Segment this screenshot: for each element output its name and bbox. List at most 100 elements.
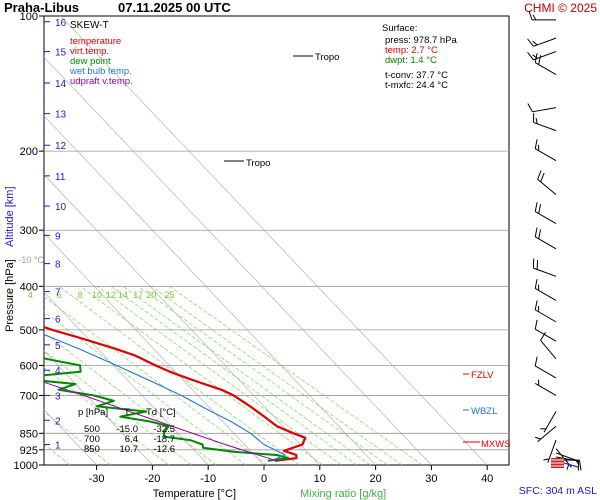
mixing-ratio-line — [110, 286, 358, 465]
mixing-ratio-line — [58, 286, 300, 465]
x-axis-title-mixing: Mixing ratio [g/kg] — [300, 488, 386, 500]
wind-barb-feather — [537, 170, 542, 180]
series-dew-point-line — [44, 356, 290, 462]
wind-barb — [555, 452, 580, 471]
wind-barb-feather — [532, 54, 538, 59]
surface-wind-flag-icon — [551, 458, 579, 468]
mixing-ratio-line — [138, 285, 388, 465]
pressure-tick-label: 925 — [20, 445, 38, 457]
mixing-ratio-label: 8 — [78, 290, 83, 300]
wind-barb-staff — [540, 340, 557, 360]
altitude-tick-label: 7 — [55, 288, 61, 299]
wind-barb — [527, 103, 557, 113]
wind-barb — [540, 411, 557, 433]
wind-barb-staff — [534, 365, 557, 379]
isobar-lines — [44, 150, 509, 451]
pressure-tick-label: 500 — [20, 325, 38, 337]
wind-barb-feather — [534, 356, 538, 367]
y-axis-title: Pressure [hPa] — [4, 259, 16, 332]
table-cell: 500 — [84, 424, 100, 435]
wind-barb-staff — [532, 107, 557, 113]
x-tick-label: 0 — [261, 473, 267, 485]
wind-barb-staff — [543, 411, 557, 433]
pressure-tick-label: 400 — [20, 281, 38, 293]
isotherm-line — [60, 16, 488, 465]
wind-barb-feather — [527, 103, 533, 113]
pressure-tick-label: 850 — [20, 428, 38, 440]
mixing-ratio-line — [44, 311, 246, 465]
wind-barb-staff — [534, 328, 557, 342]
isotherm-line — [44, 174, 321, 465]
wind-barb — [534, 379, 557, 396]
altitude-tick-label: 15 — [55, 48, 67, 59]
legend-item-temperature: temperature — [70, 36, 121, 47]
wind-barb-feather — [527, 52, 534, 61]
station-title: Praha-Libus — [4, 0, 79, 15]
wind-barb-feather — [535, 117, 538, 124]
table-cell: 6.4 — [125, 434, 138, 445]
wind-barb — [537, 170, 557, 196]
wind-barb-feather — [538, 229, 542, 239]
x-tick-label: 20 — [369, 473, 381, 485]
pressure-tick-label: 700 — [20, 390, 38, 402]
series-wet-bulb-temp-line — [44, 333, 286, 462]
x-axis-ticks: -30 -20 -10 0 10 20 30 40 — [89, 465, 493, 485]
altitude-tick-label: 14 — [55, 79, 67, 90]
pressure-tick-label: 200 — [20, 146, 38, 158]
isotherm-line — [44, 291, 209, 465]
mixing-ratio-line — [122, 286, 371, 465]
mixing-ratio-label: 25 — [165, 290, 175, 300]
table-cell: 10.7 — [120, 444, 139, 455]
altitude-tick-label: 1 — [55, 440, 61, 451]
wind-barb — [534, 139, 557, 162]
isotherm-line — [44, 115, 376, 465]
legend-title: SKEW-T — [70, 20, 109, 31]
isotherm-label: -10 °C — [18, 255, 44, 265]
altitude-tick-label: 11 — [55, 172, 66, 183]
table-cell: 850 — [84, 444, 100, 455]
surface-tconv: t-conv: 37.7 °C — [385, 70, 448, 81]
wind-barb-feather — [543, 458, 550, 461]
plot-area — [43, 15, 510, 466]
mixing-ratio-line — [44, 366, 169, 465]
pressure-axis-ticks: 100 200 300 400 500 600 700 850 925 1000 — [14, 11, 44, 472]
mixing-ratio-line — [79, 286, 323, 465]
wind-barb-feather — [534, 202, 538, 212]
series-temperature-line — [44, 325, 307, 462]
series-udpraft-v-temp-line — [44, 381, 277, 462]
altitude-tick-label: 5 — [55, 341, 61, 352]
wbzl-marker: WBZL — [463, 406, 497, 417]
pressure-tick-label: 1000 — [14, 460, 38, 472]
x-tick-label: -20 — [144, 473, 160, 485]
credit-label: CHMI © 2025 — [524, 1, 597, 15]
altitude-tick-label: 12 — [55, 141, 67, 152]
table-cell: 700 — [84, 434, 100, 445]
tropopause-marker-upper: Tropo — [293, 52, 339, 63]
wbzl-label: WBZL — [471, 406, 497, 417]
levels-table: p [hPa] T Td [°C] 500 -15.0 -32.5 700 6.… — [78, 407, 176, 455]
table-cell: -15.0 — [116, 424, 138, 435]
isotherm-line — [44, 350, 153, 465]
tropopause-marker-lower: Tropo — [224, 158, 270, 169]
fzlv-label: FZLV — [471, 370, 494, 381]
wind-barb — [535, 425, 557, 443]
table-header-p: p [hPa] — [78, 407, 108, 418]
wind-barb — [534, 279, 557, 301]
mixing-ratio-line — [169, 285, 423, 465]
x-tick-label: -10 — [200, 473, 216, 485]
datetime-title: 07.11.2025 00 UTC — [118, 0, 231, 15]
legend-item-virt-temp: virt.temp. — [70, 46, 109, 57]
legend-item-wet-bulb: wet bulb temp. — [69, 66, 132, 77]
altitude-tick-label: 13 — [55, 110, 67, 121]
wind-barb — [527, 51, 557, 61]
wind-barb-feather — [540, 172, 545, 183]
wind-barb — [540, 332, 557, 360]
wind-barb-feather — [528, 10, 533, 21]
legend-item-updraft: udpraft v.temp. — [70, 76, 133, 87]
wind-barbs — [527, 10, 582, 471]
altitude-tick-label: 2 — [55, 416, 61, 427]
table-header-t: T — [124, 407, 130, 418]
wind-barb — [528, 10, 556, 21]
